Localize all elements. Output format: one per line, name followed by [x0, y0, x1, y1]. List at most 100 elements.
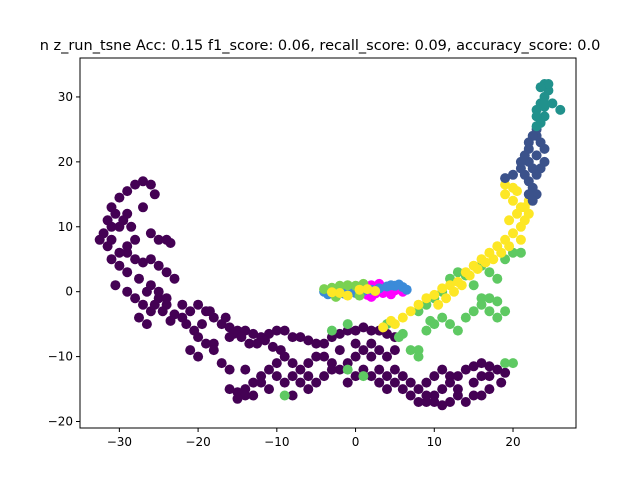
scatter-point [138, 257, 148, 268]
scatter-point [527, 163, 538, 174]
scatter-point [480, 257, 491, 268]
scatter-point [271, 358, 282, 369]
scatter-point [185, 345, 196, 356]
scatter-point [224, 384, 235, 395]
scatter-point [256, 377, 267, 388]
scatter-point [232, 393, 243, 404]
scatter-point [441, 293, 452, 304]
y-tick-label: −20 [48, 415, 73, 429]
scatter-point [366, 325, 377, 336]
scatter-point [319, 351, 330, 362]
y-axis: −20 −10 0 10 20 30 [48, 90, 80, 429]
scatter-point [515, 247, 526, 258]
scatter-point [264, 364, 274, 375]
scatter-point [389, 377, 400, 388]
scatter-point [433, 299, 444, 310]
scatter-point [382, 384, 392, 395]
scatter-point [386, 315, 396, 326]
plot-area-frame [79, 57, 577, 429]
scatter-point [130, 179, 141, 190]
scatter-point [452, 325, 463, 336]
scatter-point [279, 351, 290, 362]
scatter-point [476, 293, 487, 304]
scatter-point [165, 238, 176, 248]
scatter-point [500, 367, 511, 378]
scatter-point [531, 121, 542, 132]
scatter-point [547, 98, 558, 109]
scatter-point [165, 315, 176, 326]
scatter-point [508, 169, 518, 180]
scatter-point [303, 335, 314, 346]
scatter-point [354, 284, 365, 295]
scatter-point [138, 202, 148, 213]
scatter-point [319, 338, 330, 349]
scatter-point [264, 384, 274, 395]
scatter-point [122, 186, 133, 197]
scatter-point [370, 286, 381, 296]
scatter-point [492, 364, 503, 375]
scatter-point [484, 384, 495, 395]
scatter-point [138, 299, 148, 310]
scatter-point [114, 247, 125, 258]
scatter-point [515, 156, 526, 167]
scatter-point [236, 332, 247, 343]
scatter-point [134, 273, 144, 284]
scatter-point [429, 397, 440, 407]
scatter-point [157, 306, 168, 317]
scatter-point [484, 361, 495, 372]
scatter-point [512, 208, 522, 219]
scatter-point [519, 202, 530, 213]
data-points [94, 79, 566, 411]
scatter-point [122, 241, 133, 252]
y-tick-label: 20 [58, 155, 73, 169]
scatter-point [193, 332, 204, 343]
scatter-point [445, 397, 455, 407]
scatter-point [484, 293, 495, 304]
scatter-point [374, 345, 385, 356]
scatter-point [535, 82, 546, 93]
scatter-point [484, 306, 495, 317]
scatter-point [393, 279, 404, 290]
scatter-point [358, 371, 369, 382]
scatter-point [460, 364, 471, 375]
scatter-point [334, 364, 345, 375]
scatter-point [397, 384, 408, 395]
scatter-point [445, 371, 455, 382]
scatter-point [248, 377, 259, 388]
scatter-point [468, 306, 479, 317]
x-tick-label: −30 [107, 435, 132, 449]
scatter-point [114, 260, 125, 271]
scatter-point [405, 306, 416, 317]
scatter-point [452, 384, 463, 395]
scatter-point [342, 290, 353, 301]
scatter-point [468, 377, 479, 388]
scatter-point [311, 351, 322, 362]
scatter-point [378, 322, 389, 333]
scatter-point [197, 319, 207, 330]
scatter-point [405, 390, 416, 401]
scatter-point [149, 189, 160, 200]
scatter-point [303, 384, 314, 395]
scatter-point [508, 228, 518, 239]
x-tick-label: −10 [264, 435, 289, 449]
scatter-point [413, 397, 424, 407]
scatter-point [130, 254, 141, 265]
scatter-point [350, 338, 361, 349]
scatter-point [279, 390, 290, 401]
scatter-point [472, 264, 483, 274]
scatter-point [386, 289, 396, 300]
scatter-point [452, 267, 463, 278]
scatter-point [496, 247, 507, 258]
scatter-point [523, 189, 534, 200]
scatter-point [342, 319, 353, 330]
scatter-point [366, 351, 377, 362]
scatter-point [224, 364, 235, 375]
scatter-point [429, 371, 440, 382]
scatter-point [382, 371, 392, 382]
y-tick-label: −10 [48, 350, 73, 364]
x-tick-label: 10 [427, 435, 442, 449]
scatter-point [342, 280, 353, 291]
scatter-point [130, 293, 141, 304]
scatter-point [452, 371, 463, 382]
scatter-point [500, 306, 511, 317]
